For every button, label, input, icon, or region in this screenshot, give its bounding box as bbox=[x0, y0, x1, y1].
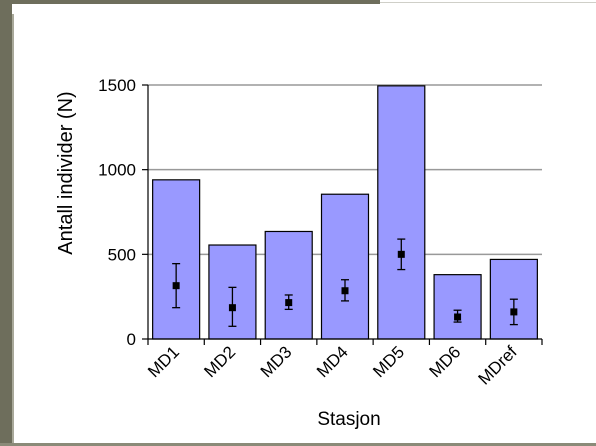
x-tick-label-MD6: MD6 bbox=[426, 342, 465, 381]
x-tick-label-MDref: MDref bbox=[475, 342, 521, 388]
mean-marker-MDref bbox=[510, 308, 518, 316]
bar-MD1 bbox=[152, 179, 201, 340]
x-tick-label-MD5: MD5 bbox=[369, 342, 408, 381]
mean-marker-MD6 bbox=[454, 313, 462, 321]
mean-marker-MD5 bbox=[397, 250, 405, 258]
frame-left-bar bbox=[0, 0, 12, 446]
frame-left-inner-bar bbox=[12, 14, 14, 446]
y-tick-label-0: 0 bbox=[127, 330, 136, 349]
bar-MD4 bbox=[320, 193, 370, 340]
frame-bottom-bar bbox=[0, 443, 596, 446]
x-axis-label: Stasjon bbox=[317, 409, 380, 430]
mean-marker-MD3 bbox=[285, 299, 293, 307]
x-tick-label-MD1: MD1 bbox=[144, 342, 183, 381]
mean-marker-MD4 bbox=[341, 287, 349, 295]
mean-marker-MD1 bbox=[172, 282, 180, 290]
y-tick-label-1500: 1500 bbox=[98, 76, 136, 95]
bar-MD5 bbox=[377, 85, 426, 340]
y-tick-label-500: 500 bbox=[108, 245, 136, 264]
bar-MD6 bbox=[433, 274, 482, 340]
x-tick-label-MD2: MD2 bbox=[200, 342, 239, 381]
axes bbox=[142, 84, 543, 345]
x-tick-label-MD3: MD3 bbox=[257, 342, 296, 381]
bar-MD3 bbox=[264, 230, 313, 340]
frame-top-line bbox=[380, 2, 596, 3]
y-axis-label: Antall individer (N) bbox=[55, 91, 77, 254]
mean-marker-MD2 bbox=[228, 304, 236, 312]
y-tick-label-1000: 1000 bbox=[98, 161, 136, 180]
x-tick-label-MD4: MD4 bbox=[313, 342, 352, 381]
y-tick-labels: 0 500 1000 1500 bbox=[98, 76, 136, 349]
error-bars bbox=[172, 238, 518, 327]
frame-top-bar bbox=[0, 0, 380, 4]
x-tick-labels: MD1 MD2 MD3 MD4 MD5 MD6 MDref bbox=[144, 342, 521, 388]
